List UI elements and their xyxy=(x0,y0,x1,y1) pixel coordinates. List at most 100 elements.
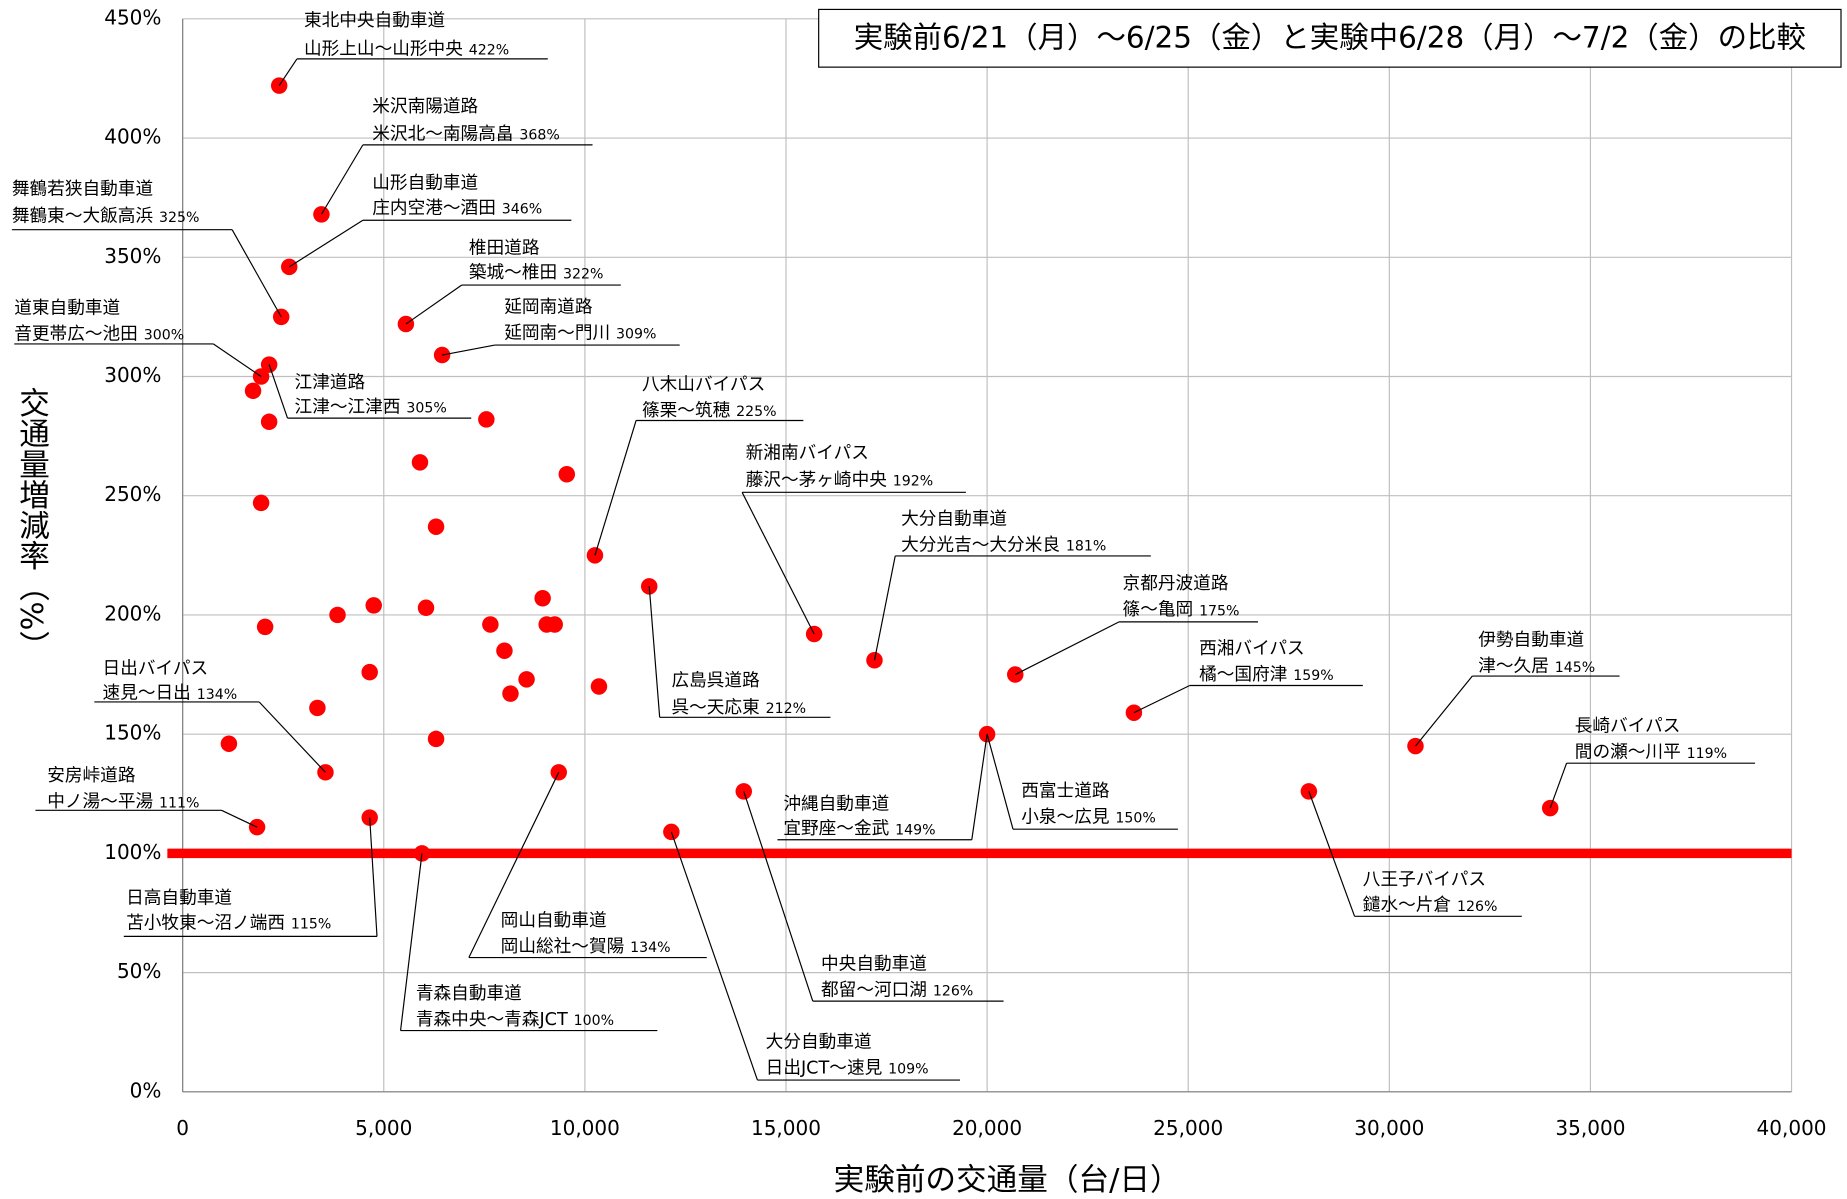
point xyxy=(496,642,513,659)
point xyxy=(502,685,519,702)
leader-line xyxy=(258,701,326,773)
point xyxy=(482,616,499,633)
annotation-name: 大分自動車道 xyxy=(766,1031,872,1052)
annotation-section: 篠栗～筑穂 xyxy=(642,400,731,421)
annotation-name: 日高自動車道 xyxy=(126,888,232,909)
annotation-section: 呉～天応東 xyxy=(671,697,759,718)
leader-line xyxy=(741,492,815,635)
annotation-section: 岡山総社～賀陽 xyxy=(501,936,625,957)
point xyxy=(1125,704,1143,721)
annotation-section: 舞鶴東～大飯高浜 xyxy=(12,206,153,227)
leader-line xyxy=(278,58,298,86)
annotation-name: 延岡南道路 xyxy=(504,296,593,317)
annotation-section: 都留～河口湖 xyxy=(821,980,927,1001)
point xyxy=(590,678,608,695)
annotation-value: 225% xyxy=(736,404,776,420)
leader-line xyxy=(288,219,364,268)
annotation-section: 青森中央～青森JCT xyxy=(416,1009,568,1030)
annotation-name: 京都丹波道路 xyxy=(1123,573,1229,594)
annotation-value: 126% xyxy=(1457,899,1497,915)
leader-line xyxy=(1549,763,1568,809)
leader-line xyxy=(873,555,896,661)
leader-line xyxy=(1308,791,1356,917)
annotation-name: 江津道路 xyxy=(295,372,366,393)
leader-line xyxy=(1014,621,1120,676)
title-box xyxy=(818,8,1842,68)
leader-line xyxy=(1415,675,1473,747)
point xyxy=(478,411,495,428)
leader-line xyxy=(971,734,988,840)
leader-line xyxy=(212,343,262,377)
point xyxy=(281,258,298,276)
x-tick-label: 0 xyxy=(176,1116,189,1140)
annotation-name: 中央自動車道 xyxy=(821,954,927,975)
annotation-value: 126% xyxy=(933,984,973,1000)
annotation-section: 山形上山～山形中央 xyxy=(304,38,463,59)
annotation-name: 大分自動車道 xyxy=(901,508,1007,529)
annotation-value: 111% xyxy=(159,795,199,811)
annotation-value: 100% xyxy=(574,1013,614,1029)
leader-line xyxy=(405,284,463,325)
annotation-name: 八木山バイパス xyxy=(642,374,765,395)
annotation-value: 368% xyxy=(519,127,559,143)
annotation-value: 181% xyxy=(1066,538,1106,554)
annotation-name: 西湘バイパス xyxy=(1199,638,1305,659)
annotation-name: 広島呉道路 xyxy=(671,670,760,691)
annotation-value: 150% xyxy=(1115,811,1155,827)
annotation-section: 篠～亀岡 xyxy=(1123,599,1194,620)
point xyxy=(546,616,563,633)
annotation-name: 沖縄自動車道 xyxy=(783,793,889,814)
point xyxy=(558,466,576,483)
annotation-section: 音更帯広～池田 xyxy=(14,323,138,344)
leader-line xyxy=(594,420,637,556)
point xyxy=(534,590,551,607)
annotation-section: 江津～江津西 xyxy=(295,397,401,418)
annotation-name: 西富士道路 xyxy=(1021,780,1110,801)
x-tick-label: 35,000 xyxy=(1555,1116,1625,1140)
y-tick-label: 250% xyxy=(104,482,161,506)
annotation-value: 325% xyxy=(159,210,199,226)
annotation-section: 鑓水～片倉 xyxy=(1363,895,1452,916)
x-tick-label: 30,000 xyxy=(1354,1116,1424,1140)
annotation-value: 300% xyxy=(144,328,184,344)
annotation-value: 212% xyxy=(766,701,806,717)
point xyxy=(640,578,658,595)
annotation-section: 庄内空港～酒田 xyxy=(372,197,496,218)
annotation-section: 藤沢～茅ヶ崎中央 xyxy=(746,470,888,491)
x-tick-label: 15,000 xyxy=(751,1116,821,1140)
point xyxy=(361,663,378,681)
y-tick-label: 400% xyxy=(104,125,161,149)
annotation-value: 134% xyxy=(630,940,670,956)
y-tick-label: 50% xyxy=(117,959,162,983)
point xyxy=(735,783,753,800)
y-tick-label: 150% xyxy=(104,721,161,745)
leader-line xyxy=(441,344,495,356)
y-axis-label: 交通量増減率（%） xyxy=(13,387,49,661)
leader-line xyxy=(986,734,1014,830)
annotation-value: 134% xyxy=(197,687,237,703)
annotation-section: 中ノ湯～平湯 xyxy=(47,791,153,812)
annotation-name: 山形自動車道 xyxy=(372,173,478,194)
y-tick-label: 200% xyxy=(104,601,161,625)
point xyxy=(1007,666,1024,683)
y-tick-label: 0% xyxy=(130,1078,162,1102)
annotation-section: 小泉～広見 xyxy=(1021,806,1109,827)
annotation-value: 109% xyxy=(888,1061,928,1077)
annotation-name: 椎田道路 xyxy=(469,238,540,259)
annotation-name: 岡山自動車道 xyxy=(501,910,607,931)
point xyxy=(427,518,445,535)
leader-line xyxy=(399,853,423,1031)
annotation-value: 346% xyxy=(502,202,542,218)
annotation-section: 宜野座～金武 xyxy=(783,818,889,839)
point xyxy=(252,368,270,385)
annotation-section: 橘～国府津 xyxy=(1199,664,1287,685)
annotation-section: 米沢北～南陽高畠 xyxy=(372,123,513,144)
annotation-name: 新湘南バイパス xyxy=(746,442,869,463)
annotation-name: 伊勢自動車道 xyxy=(1478,630,1584,651)
point xyxy=(260,413,278,431)
x-tick-label: 10,000 xyxy=(550,1116,620,1140)
point xyxy=(518,671,535,688)
point xyxy=(309,699,326,717)
y-tick-label: 300% xyxy=(104,363,161,387)
annotation-value: 309% xyxy=(616,326,656,342)
